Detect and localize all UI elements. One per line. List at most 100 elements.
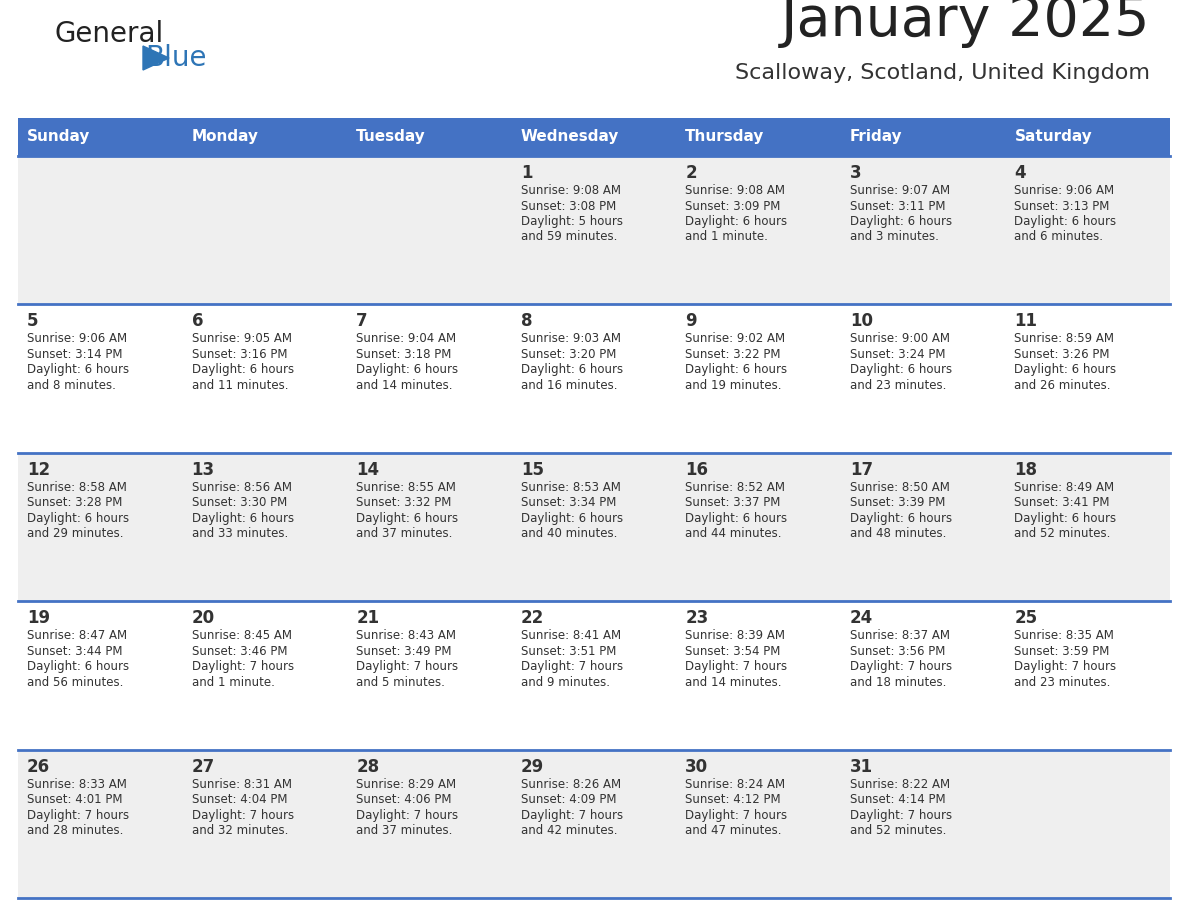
Text: Sunrise: 9:08 AM: Sunrise: 9:08 AM — [520, 184, 620, 197]
Bar — [512, 118, 676, 156]
Text: Sunset: 3:16 PM: Sunset: 3:16 PM — [191, 348, 287, 361]
Text: Sunset: 4:14 PM: Sunset: 4:14 PM — [849, 793, 946, 806]
Text: 3: 3 — [849, 164, 861, 182]
Text: Sunrise: 8:35 AM: Sunrise: 8:35 AM — [1015, 629, 1114, 643]
Text: 25: 25 — [1015, 610, 1037, 627]
Text: Sunrise: 8:22 AM: Sunrise: 8:22 AM — [849, 778, 950, 790]
Bar — [347, 118, 512, 156]
Text: Daylight: 7 hours: Daylight: 7 hours — [685, 660, 788, 673]
Bar — [183, 118, 347, 156]
Text: Sunset: 3:54 PM: Sunset: 3:54 PM — [685, 644, 781, 657]
Text: Sunrise: 9:07 AM: Sunrise: 9:07 AM — [849, 184, 950, 197]
Text: Daylight: 6 hours: Daylight: 6 hours — [685, 364, 788, 376]
Text: 6: 6 — [191, 312, 203, 330]
Text: 26: 26 — [27, 757, 50, 776]
Text: and 28 minutes.: and 28 minutes. — [27, 824, 124, 837]
Text: Daylight: 6 hours: Daylight: 6 hours — [849, 512, 952, 525]
Text: Daylight: 7 hours: Daylight: 7 hours — [520, 660, 623, 673]
Text: 30: 30 — [685, 757, 708, 776]
Text: Sunrise: 8:24 AM: Sunrise: 8:24 AM — [685, 778, 785, 790]
Text: Sunset: 3:37 PM: Sunset: 3:37 PM — [685, 497, 781, 509]
Text: Sunrise: 8:45 AM: Sunrise: 8:45 AM — [191, 629, 291, 643]
Text: Daylight: 7 hours: Daylight: 7 hours — [191, 660, 293, 673]
Text: Daylight: 6 hours: Daylight: 6 hours — [27, 364, 129, 376]
Text: Sunrise: 9:06 AM: Sunrise: 9:06 AM — [27, 332, 127, 345]
Text: 15: 15 — [520, 461, 544, 479]
Text: Daylight: 6 hours: Daylight: 6 hours — [849, 215, 952, 228]
Text: Sunrise: 8:53 AM: Sunrise: 8:53 AM — [520, 481, 620, 494]
Text: and 33 minutes.: and 33 minutes. — [191, 527, 287, 541]
Text: 21: 21 — [356, 610, 379, 627]
Text: 5: 5 — [27, 312, 38, 330]
Text: and 40 minutes.: and 40 minutes. — [520, 527, 617, 541]
Text: and 9 minutes.: and 9 minutes. — [520, 676, 609, 688]
Text: and 42 minutes.: and 42 minutes. — [520, 824, 618, 837]
Text: 19: 19 — [27, 610, 50, 627]
Text: 13: 13 — [191, 461, 215, 479]
Text: and 18 minutes.: and 18 minutes. — [849, 676, 946, 688]
Text: Daylight: 6 hours: Daylight: 6 hours — [356, 512, 459, 525]
Text: Sunrise: 8:31 AM: Sunrise: 8:31 AM — [191, 778, 291, 790]
Text: Daylight: 6 hours: Daylight: 6 hours — [356, 364, 459, 376]
Text: and 1 minute.: and 1 minute. — [191, 676, 274, 688]
Text: Daylight: 7 hours: Daylight: 7 hours — [1015, 660, 1117, 673]
Text: Sunset: 3:22 PM: Sunset: 3:22 PM — [685, 348, 781, 361]
Text: Sunset: 3:24 PM: Sunset: 3:24 PM — [849, 348, 946, 361]
Text: Sunrise: 9:02 AM: Sunrise: 9:02 AM — [685, 332, 785, 345]
Text: 24: 24 — [849, 610, 873, 627]
Text: 22: 22 — [520, 610, 544, 627]
Text: Daylight: 7 hours: Daylight: 7 hours — [849, 660, 952, 673]
Text: and 8 minutes.: and 8 minutes. — [27, 379, 116, 392]
Text: Sunrise: 8:29 AM: Sunrise: 8:29 AM — [356, 778, 456, 790]
Text: and 23 minutes.: and 23 minutes. — [849, 379, 946, 392]
Text: Daylight: 7 hours: Daylight: 7 hours — [520, 809, 623, 822]
Bar — [18, 118, 183, 156]
Text: Sunset: 3:13 PM: Sunset: 3:13 PM — [1015, 199, 1110, 212]
Text: 27: 27 — [191, 757, 215, 776]
Text: and 48 minutes.: and 48 minutes. — [849, 527, 946, 541]
Text: and 16 minutes.: and 16 minutes. — [520, 379, 618, 392]
Bar — [18, 750, 1170, 898]
Text: Saturday: Saturday — [1015, 129, 1092, 144]
Text: Sunset: 4:01 PM: Sunset: 4:01 PM — [27, 793, 122, 806]
Text: Daylight: 6 hours: Daylight: 6 hours — [1015, 512, 1117, 525]
Text: Daylight: 6 hours: Daylight: 6 hours — [520, 364, 623, 376]
Text: and 26 minutes.: and 26 minutes. — [1015, 379, 1111, 392]
Text: Sunset: 3:44 PM: Sunset: 3:44 PM — [27, 644, 122, 657]
Text: and 3 minutes.: and 3 minutes. — [849, 230, 939, 243]
Text: Wednesday: Wednesday — [520, 129, 619, 144]
Text: January 2025: January 2025 — [781, 0, 1150, 48]
Text: and 14 minutes.: and 14 minutes. — [685, 676, 782, 688]
Text: Daylight: 6 hours: Daylight: 6 hours — [1015, 215, 1117, 228]
Text: Sunrise: 8:58 AM: Sunrise: 8:58 AM — [27, 481, 127, 494]
Text: 8: 8 — [520, 312, 532, 330]
Text: Daylight: 6 hours: Daylight: 6 hours — [191, 512, 293, 525]
Text: 29: 29 — [520, 757, 544, 776]
Text: Sunset: 3:39 PM: Sunset: 3:39 PM — [849, 497, 946, 509]
Text: Sunset: 3:49 PM: Sunset: 3:49 PM — [356, 644, 451, 657]
Text: 11: 11 — [1015, 312, 1037, 330]
Text: Sunrise: 9:04 AM: Sunrise: 9:04 AM — [356, 332, 456, 345]
Text: and 37 minutes.: and 37 minutes. — [356, 824, 453, 837]
Text: 31: 31 — [849, 757, 873, 776]
Text: and 1 minute.: and 1 minute. — [685, 230, 769, 243]
Text: and 5 minutes.: and 5 minutes. — [356, 676, 446, 688]
Bar — [18, 156, 1170, 305]
Text: Sunset: 4:12 PM: Sunset: 4:12 PM — [685, 793, 781, 806]
Text: 23: 23 — [685, 610, 708, 627]
Text: Sunrise: 8:49 AM: Sunrise: 8:49 AM — [1015, 481, 1114, 494]
Text: and 23 minutes.: and 23 minutes. — [1015, 676, 1111, 688]
Text: Daylight: 5 hours: Daylight: 5 hours — [520, 215, 623, 228]
Text: 9: 9 — [685, 312, 697, 330]
Text: and 19 minutes.: and 19 minutes. — [685, 379, 782, 392]
Text: and 59 minutes.: and 59 minutes. — [520, 230, 617, 243]
Text: Sunset: 4:09 PM: Sunset: 4:09 PM — [520, 793, 617, 806]
Text: Sunset: 3:09 PM: Sunset: 3:09 PM — [685, 199, 781, 212]
Text: Sunset: 3:34 PM: Sunset: 3:34 PM — [520, 497, 617, 509]
Text: Sunset: 3:51 PM: Sunset: 3:51 PM — [520, 644, 617, 657]
Text: Sunset: 3:46 PM: Sunset: 3:46 PM — [191, 644, 287, 657]
Text: Sunrise: 8:55 AM: Sunrise: 8:55 AM — [356, 481, 456, 494]
Text: and 56 minutes.: and 56 minutes. — [27, 676, 124, 688]
Text: Tuesday: Tuesday — [356, 129, 425, 144]
Text: Sunrise: 8:59 AM: Sunrise: 8:59 AM — [1015, 332, 1114, 345]
